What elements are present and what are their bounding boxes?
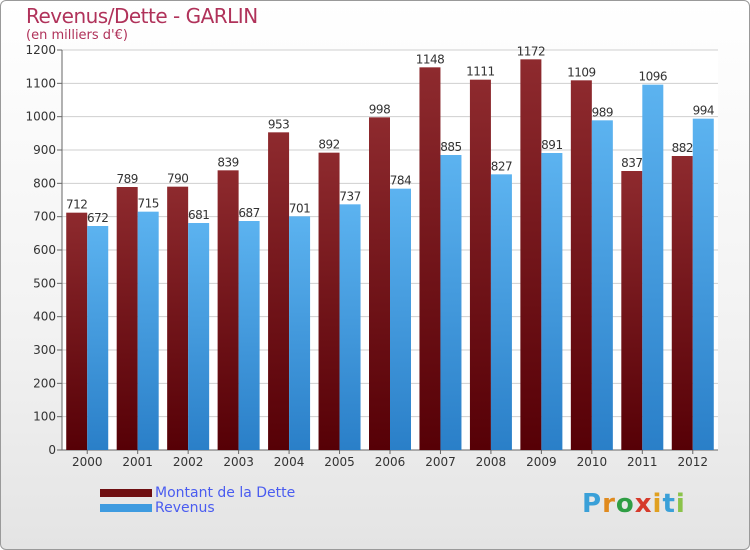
- logo-letter: i: [652, 489, 663, 519]
- x-tick-label: 2012: [677, 455, 708, 469]
- data-label-revenue: 681: [188, 208, 209, 222]
- data-label-revenue: 885: [440, 140, 461, 154]
- y-tick-label: 1000: [25, 110, 56, 124]
- data-label-revenue: 989: [592, 105, 613, 119]
- y-tick-label: 700: [33, 210, 56, 224]
- bar-revenue: [188, 223, 210, 450]
- data-label-debt: 790: [167, 172, 188, 186]
- data-label-revenue: 672: [87, 211, 108, 225]
- data-label-revenue: 891: [541, 138, 562, 152]
- legend-label-debt: Montant de la Dette: [155, 485, 296, 501]
- data-label-debt: 1148: [416, 52, 445, 66]
- logo-letter: t: [662, 489, 676, 519]
- legend-swatch-revenue: [100, 504, 152, 512]
- y-tick-label: 500: [33, 276, 56, 290]
- logo-letter: P: [582, 489, 603, 519]
- x-tick-label: 2002: [173, 455, 204, 469]
- bar-debt: [217, 170, 239, 451]
- logo-letter: x: [634, 489, 653, 519]
- x-tick-label: 2000: [72, 455, 103, 469]
- data-label-debt: 1172: [517, 44, 546, 58]
- data-label-revenue: 701: [289, 201, 310, 215]
- bar-debt: [369, 117, 390, 450]
- bar-revenue: [137, 211, 159, 450]
- y-tick-label: 800: [33, 176, 56, 190]
- bar-revenue: [642, 84, 664, 451]
- bar-revenue: [591, 120, 613, 450]
- bar-debt: [318, 152, 340, 450]
- y-tick-label: 300: [33, 343, 56, 357]
- data-label-revenue: 737: [339, 189, 360, 203]
- y-tick-label: 0: [48, 443, 56, 457]
- bar-revenue: [339, 204, 361, 450]
- data-label-debt: 1109: [567, 65, 596, 79]
- x-tick-label: 2009: [526, 455, 557, 469]
- y-tick-label: 1100: [25, 76, 56, 90]
- x-tick-label: 2010: [577, 455, 608, 469]
- bar-debt: [167, 186, 189, 450]
- bar-revenue: [692, 118, 714, 451]
- bar-debt: [520, 59, 542, 450]
- data-label-revenue: 827: [491, 159, 512, 173]
- bar-debt: [66, 212, 88, 450]
- y-tick-label: 100: [33, 410, 56, 424]
- data-label-debt: 712: [66, 198, 87, 212]
- chart-subtitle: (en milliers d'€): [26, 28, 128, 43]
- data-label-debt: 998: [369, 102, 390, 116]
- chart-title: Revenus/Dette - GARLIN: [26, 4, 258, 28]
- y-tick-label: 1200: [25, 43, 56, 57]
- data-label-debt: 837: [621, 156, 642, 170]
- data-label-debt: 892: [318, 138, 339, 152]
- data-label-revenue: 687: [238, 206, 259, 220]
- legend-swatch-debt: [100, 489, 152, 497]
- data-label-revenue: 1096: [639, 70, 668, 84]
- x-tick-label: 2003: [223, 455, 254, 469]
- data-label-debt: 882: [672, 141, 693, 155]
- bar-revenue: [440, 155, 462, 450]
- y-tick-label: 200: [33, 376, 56, 390]
- y-tick-label: 600: [33, 243, 56, 257]
- bar-debt: [116, 187, 138, 450]
- data-label-debt: 953: [268, 117, 289, 131]
- bar-debt: [419, 67, 441, 450]
- bar-debt: [671, 156, 693, 450]
- x-tick-label: 2004: [274, 455, 305, 469]
- x-tick-label: 2007: [425, 455, 456, 469]
- legend-label-revenue: Revenus: [155, 500, 215, 516]
- x-tick-label: 2008: [476, 455, 507, 469]
- bar-debt: [469, 79, 491, 451]
- bar-revenue: [238, 221, 260, 450]
- y-tick-label: 900: [33, 143, 56, 157]
- data-label-debt: 839: [217, 155, 238, 169]
- bar-revenue: [87, 226, 109, 450]
- data-label-revenue: 994: [693, 104, 714, 118]
- data-label-debt: 1111: [466, 65, 495, 79]
- x-tick-label: 2011: [627, 455, 658, 469]
- y-tick-label: 400: [33, 310, 56, 324]
- data-label-debt: 789: [116, 172, 137, 186]
- x-tick-label: 2006: [375, 455, 406, 469]
- bar-debt: [268, 132, 290, 451]
- bar-revenue: [289, 216, 311, 450]
- bar-revenue: [390, 188, 411, 450]
- logo-letter: i: [675, 489, 686, 519]
- proxiti-logo: Proxiti: [582, 489, 686, 519]
- data-label-revenue: 784: [390, 174, 411, 188]
- bar-debt: [621, 171, 643, 450]
- logo-letter: o: [615, 489, 635, 519]
- bar-debt: [570, 80, 592, 450]
- logo-letter: r: [602, 489, 616, 519]
- bar-revenue: [490, 174, 512, 451]
- bar-revenue: [541, 153, 563, 450]
- x-tick-label: 2005: [324, 455, 355, 469]
- data-label-revenue: 715: [137, 197, 158, 211]
- x-tick-label: 2001: [122, 455, 153, 469]
